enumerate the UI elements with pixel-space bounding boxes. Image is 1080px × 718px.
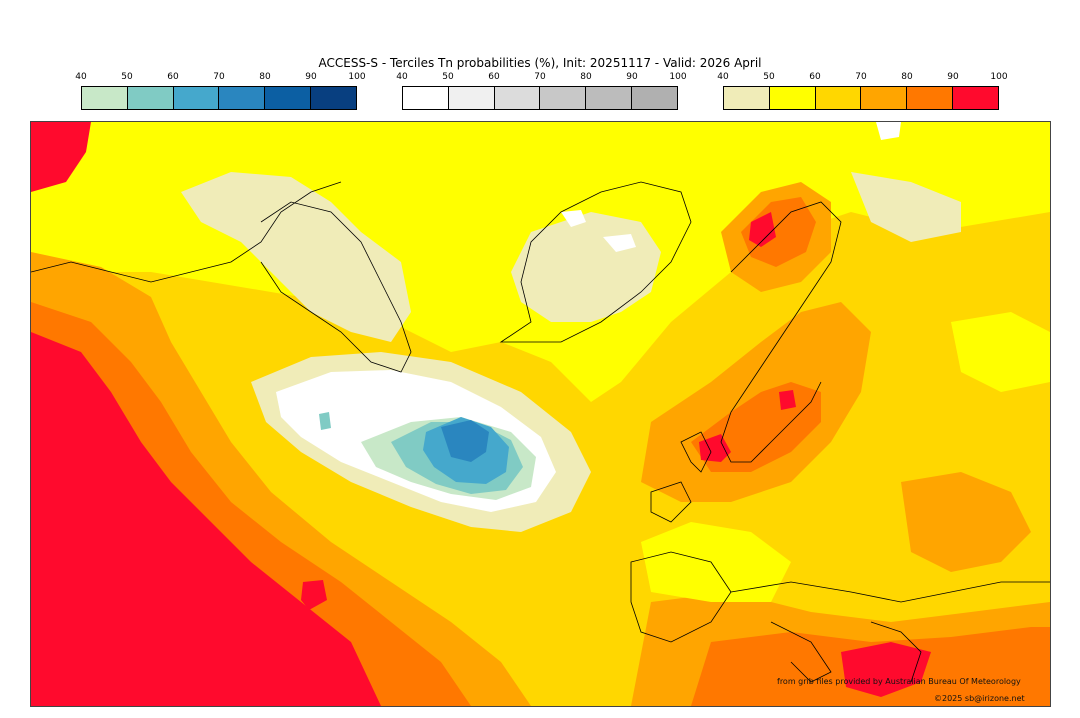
tick-label: 100	[669, 72, 687, 82]
color-swatch	[448, 87, 495, 109]
tick-label: 80	[259, 72, 271, 82]
tick-label: 40	[396, 72, 408, 82]
colorbar-ticks: 40 50 60 70 80 90 100	[75, 72, 365, 86]
map-canvas	[31, 122, 1050, 706]
coastlines	[31, 181, 1050, 683]
color-swatch	[724, 87, 770, 109]
tick-label: 100	[990, 72, 1008, 82]
region-white-patch	[603, 234, 636, 252]
color-swatch	[586, 87, 633, 109]
region-west-red	[31, 332, 381, 706]
region-east-orange	[901, 472, 1031, 572]
tick-label: 80	[901, 72, 913, 82]
tick-label: 40	[75, 72, 87, 82]
tick-label: 70	[213, 72, 225, 82]
color-swatch	[494, 87, 541, 109]
tick-label: 100	[348, 72, 366, 82]
tick-label: 90	[626, 72, 638, 82]
tick-label: 50	[442, 72, 454, 82]
colorbar-normal: 40 50 60 70 80 90 100	[396, 72, 687, 112]
color-swatch	[82, 87, 128, 109]
color-swatch	[403, 87, 449, 109]
colorbar-above: 40 50 60 70 80 90 100	[717, 72, 1008, 112]
color-swatch	[769, 87, 816, 109]
region-east-yellow	[951, 312, 1050, 392]
region-small-teal	[319, 412, 331, 430]
color-swatch	[632, 87, 677, 109]
region-europe-red	[699, 434, 731, 462]
region-med-red	[841, 642, 931, 697]
tick-label: 80	[580, 72, 592, 82]
tick-label: 90	[305, 72, 317, 82]
region-central-yellow	[641, 522, 791, 602]
tick-label: 70	[534, 72, 546, 82]
region-norway-darkorange	[741, 197, 816, 267]
colorbar-below: 40 50 60 70 80 90 100	[75, 72, 366, 112]
probability-map: from grib files provided by Australian B…	[30, 121, 1051, 707]
region-white-patch	[561, 210, 586, 227]
tick-label: 50	[763, 72, 775, 82]
tick-label: 50	[121, 72, 133, 82]
region-baltic-red	[779, 390, 796, 410]
color-swatch	[311, 87, 356, 109]
region-white-patch	[876, 122, 901, 140]
tick-label: 70	[855, 72, 867, 82]
region-northwest-red	[31, 122, 91, 192]
colorbar-ticks: 40 50 60 70 80 90 100	[717, 72, 1007, 86]
color-swatch	[861, 87, 908, 109]
region-norway-red	[749, 212, 776, 247]
color-swatch	[219, 87, 266, 109]
color-swatch	[173, 87, 220, 109]
color-swatch	[815, 87, 862, 109]
colorbar-ticks: 40 50 60 70 80 90 100	[396, 72, 686, 86]
region-arctic-pale	[181, 172, 411, 342]
region-red-spot	[301, 580, 327, 610]
colorbar-swatches	[81, 86, 357, 110]
region-atlantic-darkblue	[441, 420, 489, 462]
color-swatch	[265, 87, 312, 109]
color-swatch	[127, 87, 174, 109]
tick-label: 60	[809, 72, 821, 82]
tick-label: 90	[947, 72, 959, 82]
color-swatch	[907, 87, 954, 109]
tick-label: 60	[488, 72, 500, 82]
tick-label: 40	[717, 72, 729, 82]
data-source-credit: from grib files provided by Australian B…	[777, 677, 1021, 686]
colorbar-swatches	[723, 86, 999, 110]
map-title: ACCESS-S - Terciles Tn probabilities (%)…	[318, 56, 762, 70]
color-swatch	[953, 87, 998, 109]
color-swatch	[540, 87, 587, 109]
colorbar-swatches	[402, 86, 678, 110]
copyright-credit: ©2025 sb@irizone.net	[934, 694, 1025, 703]
region-scandinavia-pale	[851, 172, 961, 242]
tick-label: 60	[167, 72, 179, 82]
